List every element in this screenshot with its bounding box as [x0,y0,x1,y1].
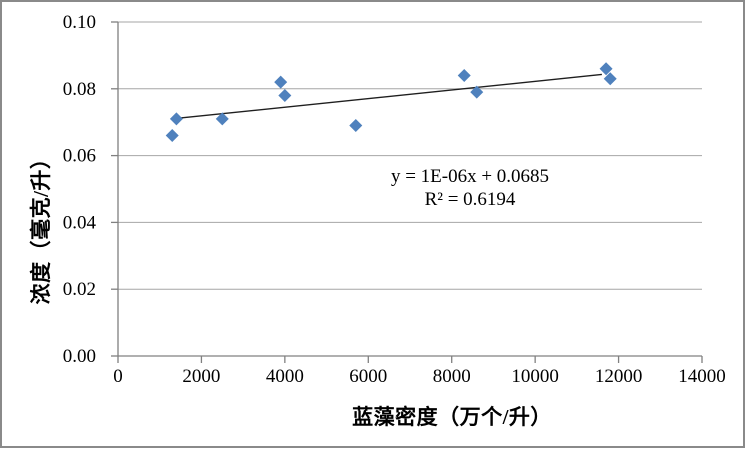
y-tick-label: 0.10 [63,12,96,33]
y-tick-label: 0.00 [63,346,96,367]
data-point-marker [349,119,363,133]
data-point-marker [215,112,229,126]
data-point-marker [274,75,288,89]
data-point-marker [278,88,292,102]
trendline-equation-line: y = 1E-06x + 0.0685 [390,166,550,187]
x-tick-label: 4000 [266,366,304,387]
trendline [172,73,602,120]
y-tick-label: 0.04 [63,212,97,233]
x-tick-label: 6000 [349,366,387,387]
x-tick-label: 8000 [433,366,471,387]
data-point-marker [470,85,484,99]
x-axis-title: 蓝藻密度（万个/升） [352,405,552,429]
y-tick-label: 0.08 [63,79,96,100]
trendline-r-squared: R² = 0.6194 [424,189,516,210]
y-tick-label: 0.02 [63,279,96,300]
x-tick-label: 2000 [182,366,220,387]
y-tick-label: 0.06 [63,146,96,167]
x-tick-label: 10000 [511,366,559,387]
data-point-marker [603,72,617,86]
trendline-equation: y = 1E-06x + 0.0685 R² = 0.6194 [340,165,600,211]
x-tick-label: 14000 [678,366,726,387]
y-axis-title: 浓度（毫克/升） [29,147,53,305]
x-tick-label: 12000 [595,366,643,387]
data-point-marker [169,112,183,126]
data-point-marker [457,68,471,82]
x-tick-label: 0 [113,366,123,387]
data-point-marker [599,62,613,76]
data-point-marker [165,129,179,143]
